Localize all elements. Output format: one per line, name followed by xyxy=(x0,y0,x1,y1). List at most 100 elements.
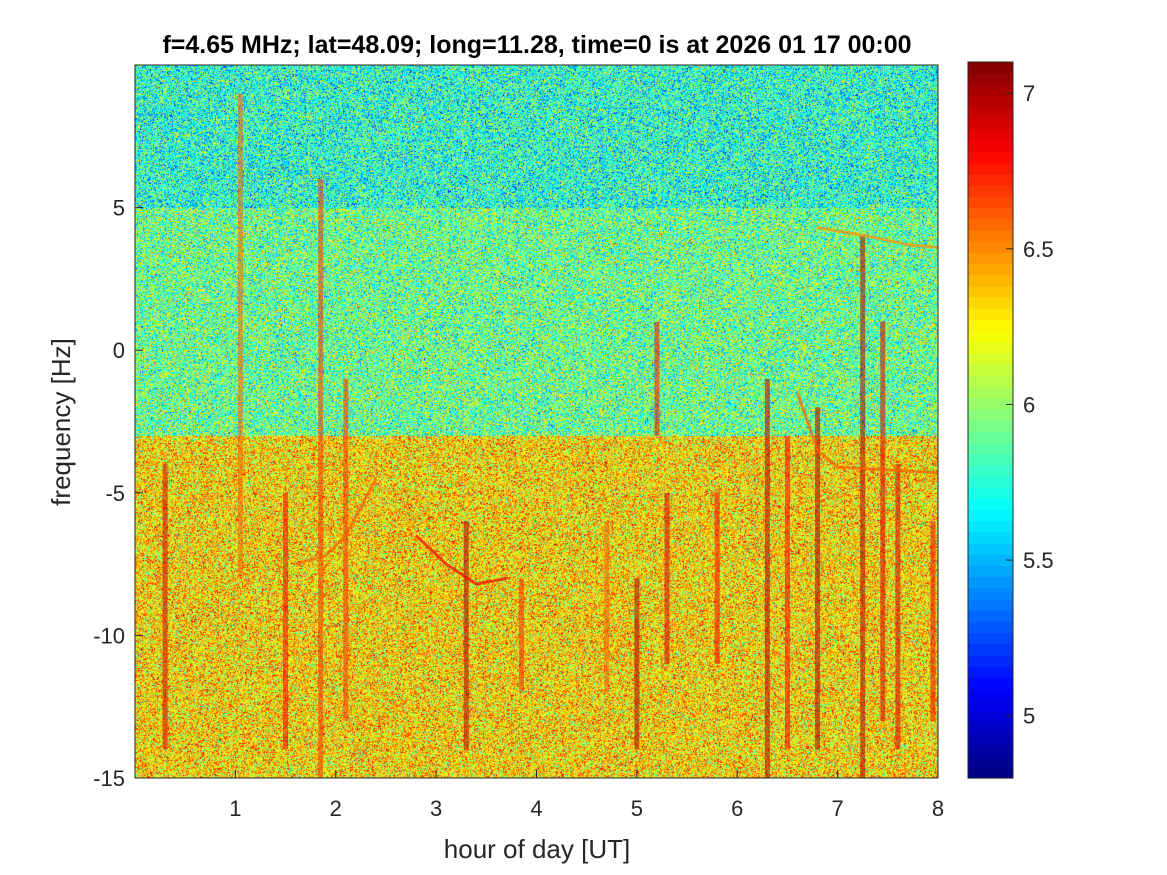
signal-trace xyxy=(796,392,939,475)
signal-streak xyxy=(237,93,243,579)
signal-streak xyxy=(634,578,640,750)
signal-streak xyxy=(654,321,660,436)
colorbar-step xyxy=(968,263,1013,276)
y-axis: -15 -10 -5 0 5 xyxy=(93,196,143,791)
colorbar-step xyxy=(968,475,1013,488)
colorbar-step xyxy=(968,431,1013,443)
colorbar-step xyxy=(968,162,1013,175)
x-tick-label: 4 xyxy=(530,796,542,821)
colorbar-step xyxy=(968,274,1013,287)
colorbar-step xyxy=(968,733,1013,746)
signal-trace xyxy=(295,477,378,566)
x-tick-label: 3 xyxy=(430,796,442,821)
colorbar-step xyxy=(968,330,1013,343)
colorbar-step xyxy=(968,509,1013,522)
colorbar-tick-label: 5 xyxy=(1023,704,1035,729)
y-tick-label: 5 xyxy=(113,196,125,221)
colorbar-step xyxy=(968,95,1013,108)
colorbar-step xyxy=(968,62,1013,74)
colorbar-step xyxy=(968,397,1013,410)
colorbar-step xyxy=(968,722,1013,734)
colorbar-step xyxy=(968,498,1013,511)
colorbar-tick-label: 6.5 xyxy=(1023,237,1054,262)
colorbar-step xyxy=(968,296,1013,309)
chart-title: f=4.65 MHz; lat=48.09; long=11.28, time=… xyxy=(162,31,911,59)
colorbar-step xyxy=(968,386,1013,399)
colorbar-step xyxy=(968,520,1013,533)
colorbar-frame xyxy=(967,61,1014,779)
colorbar-step xyxy=(968,207,1013,220)
colorbar-step xyxy=(968,610,1013,622)
y-tick-label: -10 xyxy=(93,623,125,648)
colorbar-step xyxy=(968,319,1013,332)
x-tick-label: 2 xyxy=(330,796,342,821)
colorbar-step xyxy=(968,766,1013,779)
colorbar-step xyxy=(968,677,1013,690)
colorbar-step xyxy=(968,420,1013,432)
colorbar-step xyxy=(968,643,1013,656)
x-axis-label: hour of day [UT] xyxy=(444,834,630,864)
colorbar-step xyxy=(968,185,1013,197)
colorbar-step xyxy=(968,632,1013,645)
colorbar-step xyxy=(968,173,1013,186)
signal-streak xyxy=(318,179,324,778)
signal-streak xyxy=(930,521,936,721)
colorbar: 5 5.5 6 6.5 7 xyxy=(967,61,1054,779)
colorbar-step xyxy=(968,587,1013,600)
colorbar-step xyxy=(968,442,1013,455)
colorbar-step xyxy=(968,654,1013,667)
colorbar-step xyxy=(968,755,1013,768)
colorbar-tick-label: 5.5 xyxy=(1023,548,1054,573)
colorbar-tick-label: 7 xyxy=(1023,81,1035,106)
signal-streak xyxy=(860,236,866,778)
colorbar-step xyxy=(968,666,1013,678)
colorbar-step xyxy=(968,341,1013,354)
colorbar-step xyxy=(968,229,1013,242)
signal-streak xyxy=(764,378,770,778)
signal-streak xyxy=(880,321,886,721)
colorbar-step xyxy=(968,599,1013,611)
colorbar-step xyxy=(968,308,1013,320)
signal-streak xyxy=(664,492,670,664)
signal-streak xyxy=(463,521,469,750)
colorbar-step xyxy=(968,464,1013,477)
colorbar-step xyxy=(968,151,1013,164)
signal-streak xyxy=(162,464,168,750)
y-tick-label: 0 xyxy=(113,338,125,363)
colorbar-step xyxy=(968,129,1013,141)
colorbar-step xyxy=(968,140,1013,153)
colorbar-step xyxy=(968,408,1013,421)
colorbar-step xyxy=(968,241,1013,253)
signal-streak xyxy=(895,464,901,750)
colorbar-step xyxy=(968,218,1013,231)
signal-streak xyxy=(343,378,349,721)
signal-streak xyxy=(604,521,610,693)
colorbar-step xyxy=(968,531,1013,544)
colorbar-tick-label: 6 xyxy=(1023,392,1035,417)
colorbar-step xyxy=(968,554,1013,567)
colorbar-step xyxy=(968,375,1013,388)
signal-streak xyxy=(518,578,524,693)
colorbar-step xyxy=(968,543,1013,555)
colorbar-step xyxy=(968,352,1013,365)
signal-trace xyxy=(817,226,939,250)
signal-streak xyxy=(283,492,289,750)
colorbar-step xyxy=(968,710,1013,723)
colorbar-step xyxy=(968,73,1013,85)
colorbar-step xyxy=(968,744,1013,757)
x-tick-label: 6 xyxy=(731,796,743,821)
y-tick-label: -15 xyxy=(93,766,125,791)
colorbar-step xyxy=(968,576,1013,589)
x-tick-label: 8 xyxy=(932,796,944,821)
colorbar-step xyxy=(968,621,1013,634)
heatmap-raster xyxy=(135,65,938,778)
heatmap-area xyxy=(135,65,939,778)
colorbar-step xyxy=(968,364,1013,376)
colorbar-step xyxy=(968,106,1013,119)
colorbar-step xyxy=(968,285,1013,298)
x-tick-label: 5 xyxy=(631,796,643,821)
colorbar-step xyxy=(968,117,1013,130)
colorbar-step xyxy=(968,565,1013,578)
signal-streak xyxy=(714,492,720,664)
